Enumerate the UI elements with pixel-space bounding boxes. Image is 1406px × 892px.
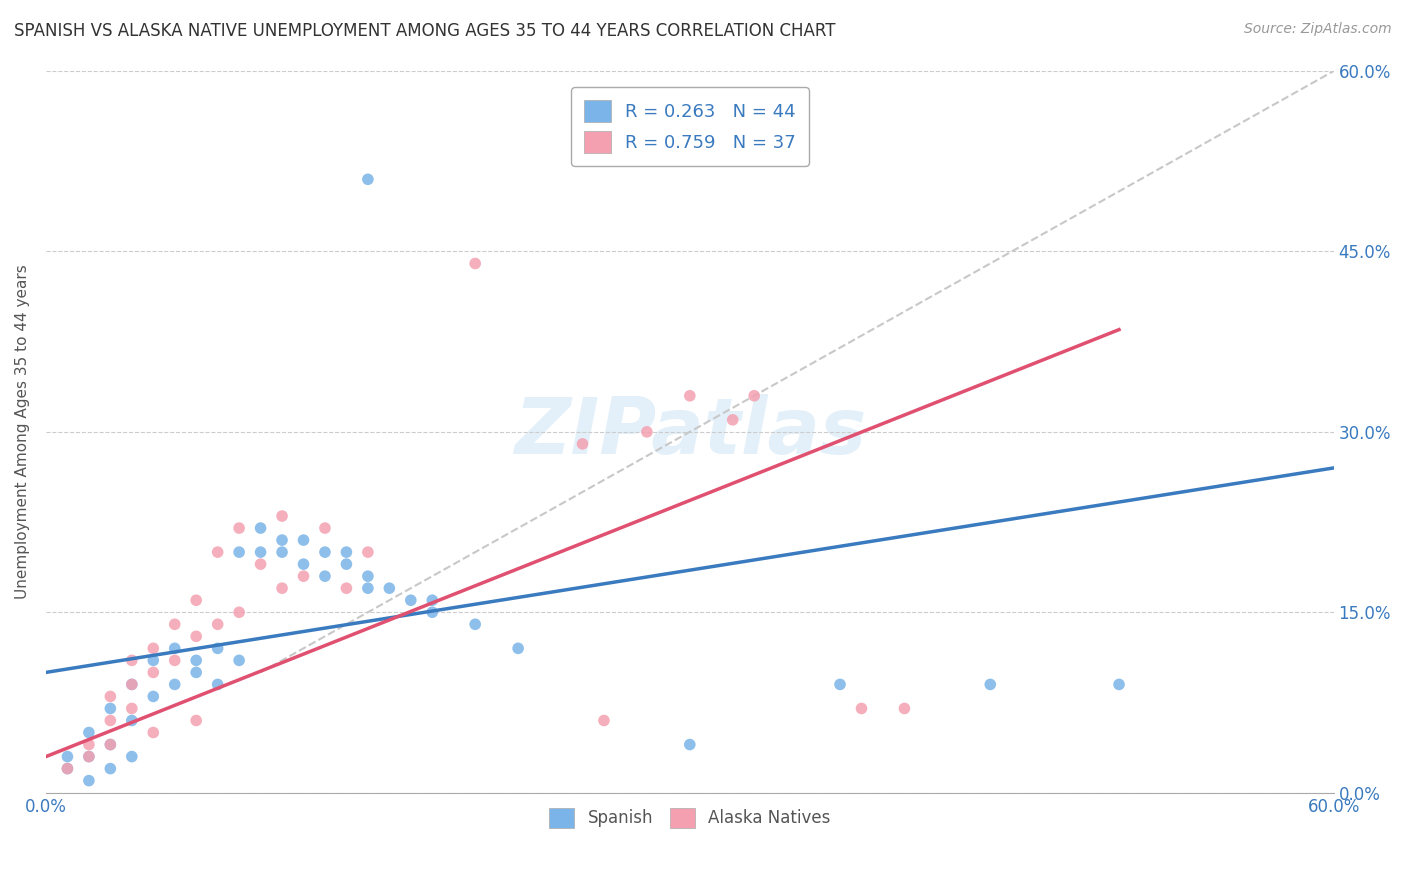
Point: [1108, 677, 1130, 691]
Point: [228, 605, 250, 619]
Point: [186, 593, 208, 607]
Point: [420, 593, 443, 607]
Point: [571, 437, 593, 451]
Point: [742, 389, 765, 403]
Point: [228, 521, 250, 535]
Text: SPANISH VS ALASKA NATIVE UNEMPLOYMENT AMONG AGES 35 TO 44 YEARS CORRELATION CHAR: SPANISH VS ALASKA NATIVE UNEMPLOYMENT AM…: [14, 22, 835, 40]
Point: [56, 762, 79, 776]
Point: [357, 172, 380, 186]
Point: [228, 545, 250, 559]
Point: [314, 545, 336, 559]
Point: [721, 413, 744, 427]
Point: [893, 701, 915, 715]
Point: [207, 545, 229, 559]
Point: [207, 677, 229, 691]
Point: [357, 569, 380, 583]
Text: Source: ZipAtlas.com: Source: ZipAtlas.com: [1244, 22, 1392, 37]
Point: [420, 605, 443, 619]
Legend: Spanish, Alaska Natives: Spanish, Alaska Natives: [543, 801, 837, 835]
Point: [228, 653, 250, 667]
Point: [121, 677, 143, 691]
Point: [335, 581, 357, 595]
Point: [77, 749, 100, 764]
Point: [335, 545, 357, 559]
Point: [207, 617, 229, 632]
Point: [508, 641, 530, 656]
Point: [77, 773, 100, 788]
Point: [98, 701, 121, 715]
Point: [186, 665, 208, 680]
Point: [98, 738, 121, 752]
Point: [77, 725, 100, 739]
Point: [271, 581, 294, 595]
Point: [142, 725, 165, 739]
Point: [249, 557, 271, 571]
Point: [77, 738, 100, 752]
Point: [186, 653, 208, 667]
Point: [142, 653, 165, 667]
Point: [142, 641, 165, 656]
Point: [163, 617, 186, 632]
Point: [593, 714, 616, 728]
Point: [271, 509, 294, 524]
Point: [121, 653, 143, 667]
Point: [679, 389, 702, 403]
Point: [98, 762, 121, 776]
Point: [56, 749, 79, 764]
Point: [292, 569, 315, 583]
Point: [851, 701, 873, 715]
Point: [77, 749, 100, 764]
Point: [314, 521, 336, 535]
Point: [979, 677, 1001, 691]
Point: [163, 653, 186, 667]
Point: [399, 593, 422, 607]
Point: [56, 762, 79, 776]
Point: [292, 533, 315, 547]
Point: [121, 749, 143, 764]
Point: [121, 677, 143, 691]
Point: [121, 701, 143, 715]
Point: [636, 425, 658, 439]
Point: [98, 738, 121, 752]
Point: [314, 569, 336, 583]
Point: [186, 629, 208, 643]
Point: [335, 557, 357, 571]
Point: [357, 581, 380, 595]
Point: [163, 641, 186, 656]
Point: [292, 557, 315, 571]
Point: [828, 677, 851, 691]
Point: [271, 533, 294, 547]
Point: [464, 617, 486, 632]
Point: [249, 545, 271, 559]
Point: [98, 690, 121, 704]
Point: [142, 665, 165, 680]
Point: [186, 714, 208, 728]
Point: [271, 545, 294, 559]
Point: [679, 738, 702, 752]
Point: [249, 521, 271, 535]
Point: [98, 714, 121, 728]
Point: [142, 690, 165, 704]
Point: [464, 256, 486, 270]
Text: ZIPatlas: ZIPatlas: [513, 394, 866, 470]
Point: [378, 581, 401, 595]
Y-axis label: Unemployment Among Ages 35 to 44 years: Unemployment Among Ages 35 to 44 years: [15, 265, 30, 599]
Point: [121, 714, 143, 728]
Point: [357, 545, 380, 559]
Point: [207, 641, 229, 656]
Point: [163, 677, 186, 691]
